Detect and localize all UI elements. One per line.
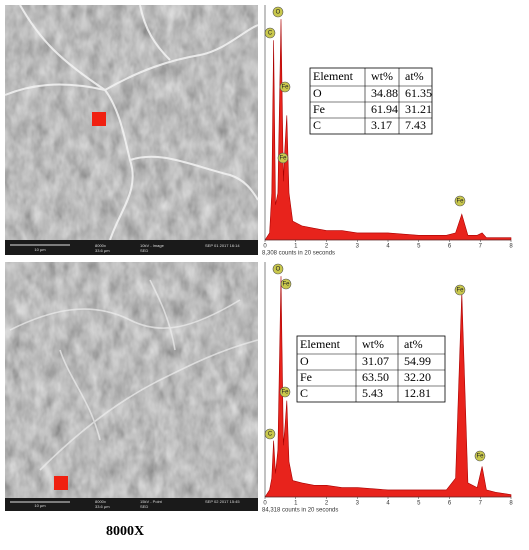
table-cell: 12.81 [404,386,431,400]
x-tick-label: 2 [325,501,329,507]
peak-label-badge [264,428,276,440]
x-tick-label: 8 [509,501,513,507]
peak-label: Fe [281,85,289,91]
x-tick-label: 0 [263,501,267,507]
peak-label: O [276,267,281,273]
table-cell: 3.17 [371,118,392,132]
detector: SED [140,248,148,253]
table-header: Element [300,337,341,351]
peak-label-badge [474,450,486,462]
table-cell: O [313,86,322,100]
x-tick-label: 7 [479,501,483,507]
spectrum-area [264,19,512,241]
x-tick-label: 8 [509,244,513,250]
table-header: wt% [371,69,393,83]
table-cell: 61.94 [371,102,398,116]
field-width: 33.6 µm [95,248,110,253]
peak-label: Fe [456,288,464,294]
peak-label-badge [272,263,284,275]
date: SEP 02 2017 15:45 [205,499,240,504]
table-cell: 63.50 [362,370,389,384]
mode: 15kV - Point [140,499,163,504]
table-cell: 31.07 [362,354,389,368]
table-header: at% [405,69,424,83]
x-tick-label: 6 [448,501,452,507]
scale-label: 10 µm [34,503,46,508]
counts-footer: 84,318 counts in 20 seconds [262,508,338,514]
caption: 8000X [106,524,144,539]
peak-label: Fe [476,454,484,460]
detector: SED [140,504,148,509]
x-tick-label: 4 [386,244,390,250]
table-cell: Fe [313,102,325,116]
x-tick-label: 4 [386,501,390,507]
mode: 10kV - Image [140,243,165,248]
peak-label: Fe [279,156,287,162]
peak-label: Fe [456,199,464,205]
table-cell: Fe [300,370,312,384]
peak-label-badge [264,27,276,39]
x-tick-label: 0 [263,244,267,250]
peak-label-badge [277,152,289,164]
sem-image [4,4,259,255]
x-tick-label: 1 [294,244,298,250]
peak-label-badge [454,284,466,296]
table-cell: 5.43 [362,386,383,400]
peak-label: Fe [281,390,289,396]
table-cell: 32.20 [404,370,431,384]
table-cell: 34.88 [371,86,398,100]
peak-label: C [268,432,273,438]
peak-label: C [268,31,273,37]
peak-label-badge [279,386,291,398]
table-header: Element [313,69,354,83]
magnification: 8000x [95,243,106,248]
magnification: 8000x [95,499,106,504]
table-cell: C [313,118,321,132]
table-cell: C [300,386,308,400]
table-cell: 31.21 [405,102,432,116]
x-tick-label: 2 [325,244,329,250]
table-frame [296,335,446,403]
date: SEP 01 2017 16:14 [205,243,240,248]
peak-label-badge [272,6,284,18]
counts-footer: 8,308 counts in 20 seconds [262,251,335,257]
peak-label-badge [454,195,466,207]
table-frame [309,67,433,135]
table-cell: 7.43 [405,118,426,132]
peak-label: O [276,10,281,16]
x-tick-label: 7 [479,244,483,250]
x-tick-label: 3 [356,244,360,250]
scale-label: 10 µm [34,247,46,252]
peak-label: Fe [282,282,290,288]
sem-image [5,262,259,511]
x-tick-label: 6 [448,244,452,250]
peak-label-badge [279,81,291,93]
table-header: at% [404,337,423,351]
peak-label-badge [280,278,292,290]
table-header: wt% [362,337,384,351]
table-cell: 54.99 [404,354,431,368]
x-tick-label: 5 [417,501,421,507]
table-cell: O [300,354,309,368]
x-tick-label: 1 [294,501,298,507]
x-tick-label: 5 [417,244,421,250]
field-width: 33.6 µm [95,504,110,509]
x-tick-label: 3 [356,501,360,507]
spectrum-area [264,276,512,498]
table-cell: 61.35 [405,86,432,100]
